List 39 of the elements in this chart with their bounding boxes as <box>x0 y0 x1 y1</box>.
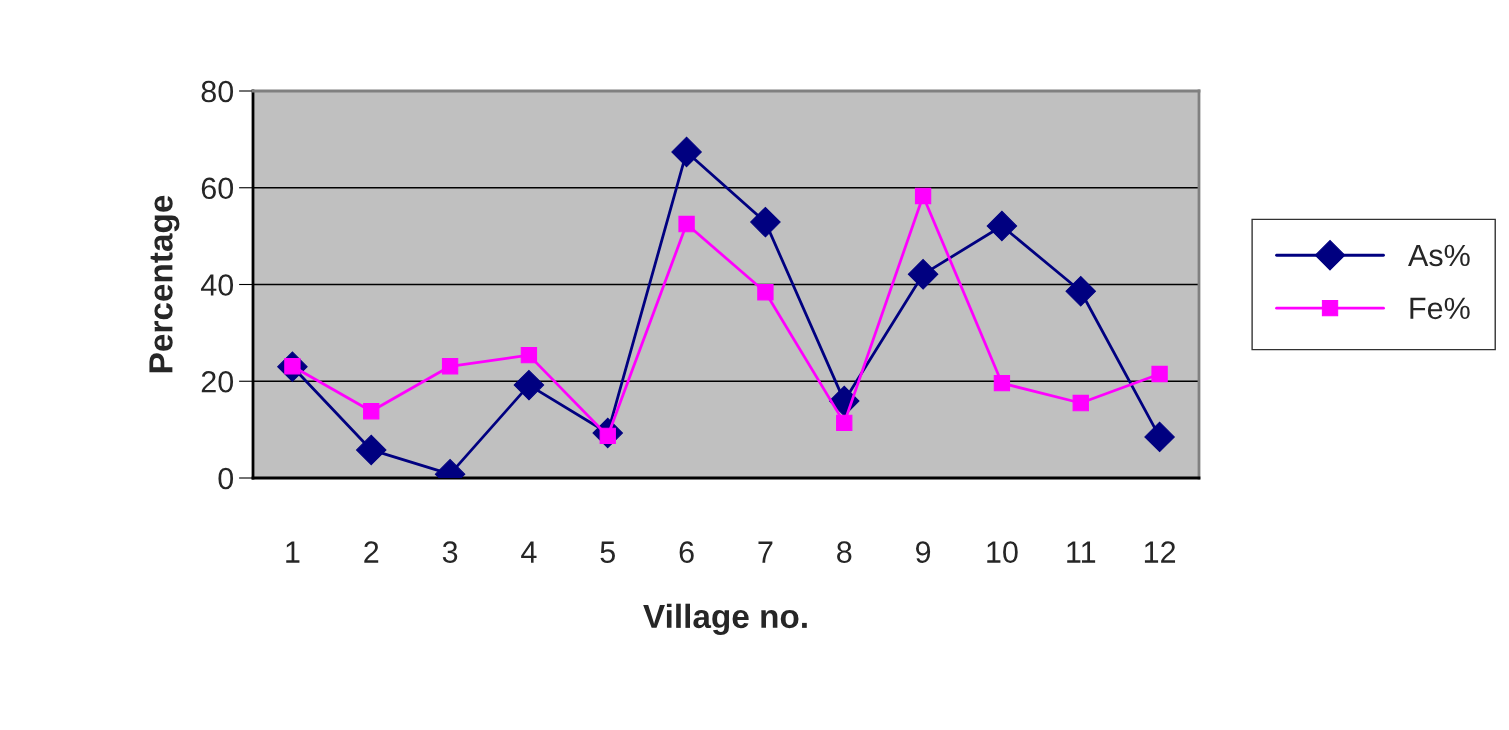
point <box>1144 421 1175 453</box>
x-tick-label: 12 <box>1144 541 1176 563</box>
x-tick-label: 11 <box>1067 541 1096 563</box>
point <box>1151 365 1168 383</box>
x-tick-label: 6 <box>679 541 694 563</box>
y-tick-label: 40 <box>200 274 234 296</box>
point <box>356 434 387 466</box>
point <box>757 284 774 301</box>
x-tick-label: 1 <box>286 541 300 563</box>
x-axis-title: Village no. <box>643 603 807 635</box>
point <box>678 215 695 233</box>
x-tick-label: 2 <box>364 541 379 563</box>
point <box>986 210 1018 242</box>
y-tick-label: 80 <box>201 80 234 103</box>
point <box>1072 394 1089 412</box>
point <box>520 346 538 364</box>
point <box>836 414 853 432</box>
point <box>671 136 702 168</box>
point <box>363 403 380 420</box>
point <box>914 187 932 205</box>
x-tick-label: 7 <box>758 541 773 563</box>
x-tick-label: 3 <box>442 541 458 563</box>
y-tick-label: 20 <box>201 370 234 393</box>
legend-label: Fe% <box>1410 297 1470 320</box>
x-tick-label: 9 <box>916 541 931 563</box>
y-tick-label: 60 <box>201 177 234 200</box>
x-tick-label: 8 <box>837 541 852 563</box>
y-axis-title: Percentage <box>149 195 180 373</box>
legend-label: As% <box>1408 244 1470 267</box>
y-tick-label: 0 <box>218 467 234 490</box>
point <box>907 259 939 290</box>
point <box>993 375 1011 392</box>
point <box>1065 276 1096 307</box>
x-tick-label: 5 <box>600 541 615 563</box>
x-tick-label: 4 <box>521 541 537 563</box>
x-tick-label: 10 <box>987 541 1018 563</box>
point <box>441 358 459 375</box>
point <box>513 369 545 401</box>
point <box>750 206 781 238</box>
